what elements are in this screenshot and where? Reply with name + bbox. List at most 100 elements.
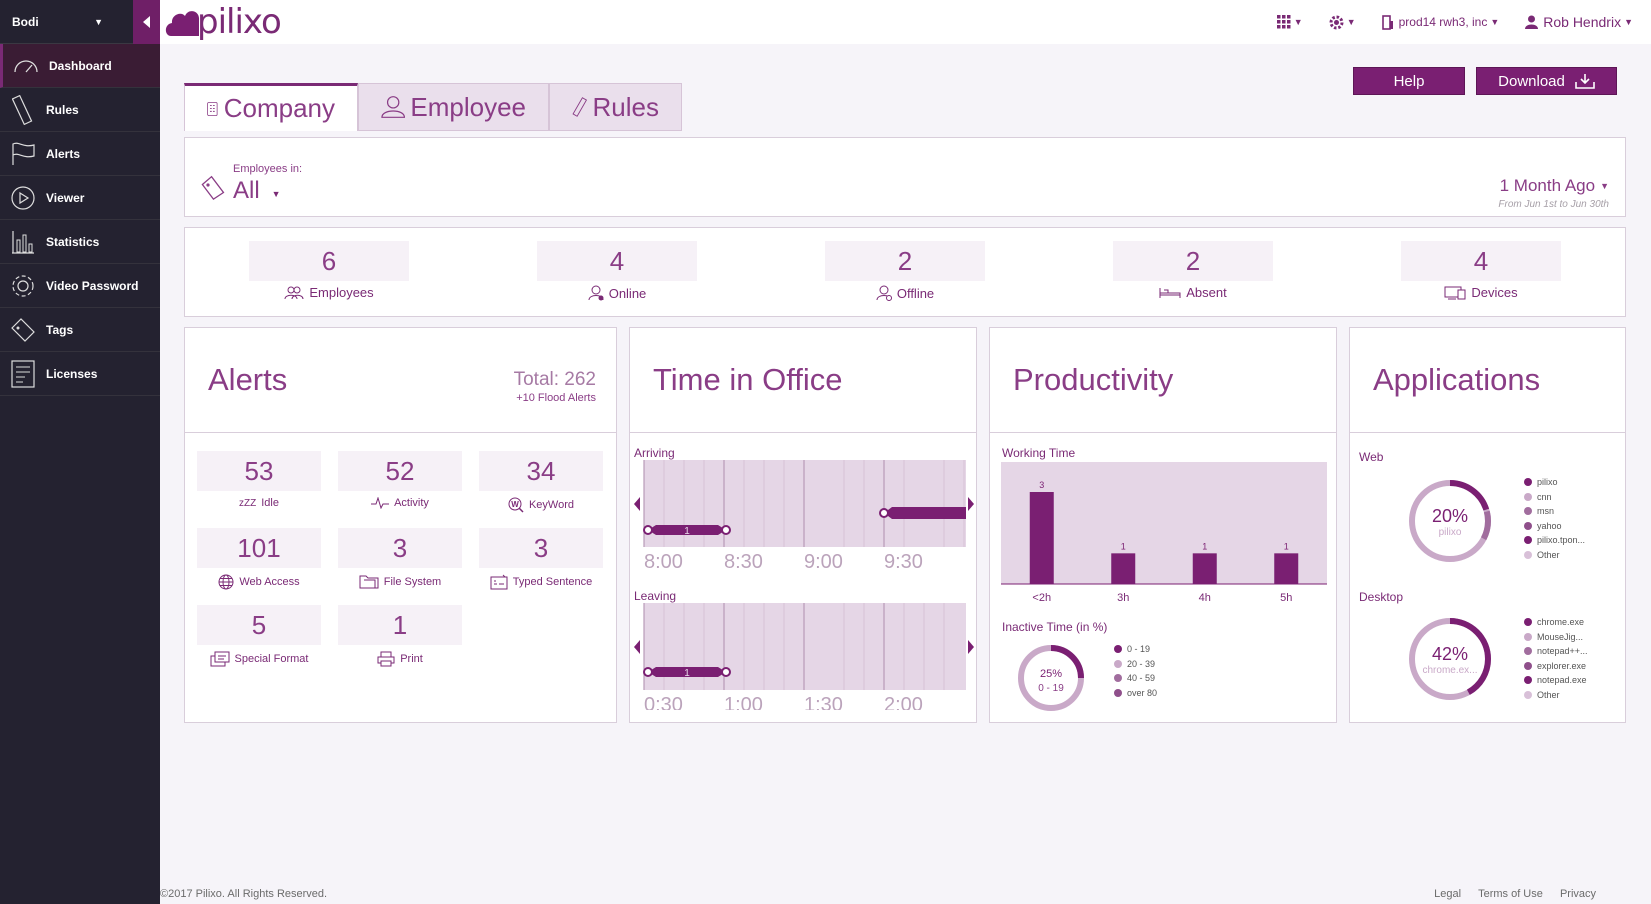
- company-menu[interactable]: prod14 rwh3, inc ▼: [1381, 14, 1499, 30]
- employee-group-value: All: [233, 177, 260, 204]
- alert-label: Idle: [261, 497, 279, 509]
- alert-typed-sentence[interactable]: 3 Typed Sentence: [479, 528, 603, 590]
- alert-idle[interactable]: 53 zZZ Idle: [197, 451, 321, 509]
- alert-label: Special Format: [234, 653, 309, 665]
- stat-online[interactable]: 4 Online: [537, 241, 697, 301]
- working-time-chart[interactable]: 3 <2h 1 3h 1 4h 1 5h: [1001, 462, 1327, 607]
- privacy-link[interactable]: Privacy: [1559, 888, 1596, 900]
- settings-menu[interactable]: ▼: [1329, 15, 1356, 30]
- stat-absent[interactable]: 2 Absent: [1113, 241, 1273, 300]
- category-label: 3h: [1117, 592, 1129, 604]
- sidebar-item-dashboard[interactable]: Dashboard: [0, 44, 160, 88]
- alerts-card-header: Alerts Total: 262 +10 Flood Alerts: [185, 328, 616, 433]
- group-icon: [284, 286, 304, 299]
- bar-value-label: 3: [1039, 480, 1044, 490]
- sidebar-item-label: Tags: [46, 322, 74, 337]
- sidebar-item-video-password[interactable]: Video Password: [0, 264, 160, 308]
- sidebar-item-viewer[interactable]: Viewer: [0, 176, 160, 220]
- desktop-apps-donut[interactable]: 42% chrome.ex...: [1407, 616, 1493, 702]
- alert-keyword[interactable]: 34 W KeyWord: [479, 451, 603, 513]
- download-icon: [1575, 74, 1595, 89]
- user-menu[interactable]: Rob Hendrix ▼: [1525, 14, 1633, 30]
- chevron-down-icon: ▼: [1600, 181, 1609, 191]
- legal-link[interactable]: Legal: [1434, 888, 1462, 900]
- sidebar-item-label: Rules: [46, 102, 79, 117]
- time-in-office-timelines[interactable]: 1 8:00 8:30 9:00 9:30 1 0:30 1:: [630, 460, 978, 710]
- arriving-count: 1: [684, 526, 690, 537]
- arrow-left-icon[interactable]: [634, 497, 640, 511]
- tab-label: Company: [223, 93, 335, 123]
- web-percent: 20%: [1432, 506, 1468, 526]
- bar-value-label: 1: [1121, 541, 1126, 551]
- sidebar-item-rules[interactable]: Rules: [0, 88, 160, 132]
- download-button-label: Download: [1498, 72, 1565, 90]
- devices-icon: [1444, 286, 1466, 299]
- alert-file-system[interactable]: 3 File System: [338, 528, 462, 589]
- summary-stats-panel: 6 Employees 4 Online 2 Offline 2 Absent …: [184, 227, 1626, 317]
- collapse-sidebar-button[interactable]: [133, 0, 160, 44]
- web-apps-donut[interactable]: 20% pilixo: [1407, 478, 1493, 564]
- sidebar-item-alerts[interactable]: Alerts: [0, 132, 160, 176]
- arriving-tick: 8:00: [644, 551, 683, 573]
- time-in-office-card: Time in Office Arriving Leaving 1 8:00 8…: [629, 327, 977, 723]
- arrow-right-icon[interactable]: [968, 497, 974, 511]
- stat-employees[interactable]: 6 Employees: [249, 241, 409, 300]
- desktop-label: Desktop: [1359, 590, 1404, 604]
- period-value: 1 Month Ago: [1499, 176, 1596, 195]
- play-icon: [0, 185, 46, 210]
- logo-text: pilixo: [197, 2, 282, 42]
- legend-item: MouseJig...: [1524, 630, 1588, 645]
- legend-item: 20 - 39: [1114, 657, 1157, 672]
- chart-background: [1001, 462, 1327, 584]
- arrow-right-icon[interactable]: [968, 640, 974, 654]
- leaving-label: Leaving: [634, 589, 677, 603]
- period-select[interactable]: 1 Month Ago ▼: [1500, 176, 1609, 196]
- leaving-timeline[interactable]: 1 0:30 1:00 1:30 2:00: [634, 603, 974, 710]
- flood-alerts[interactable]: +10 Flood Alerts: [516, 392, 596, 404]
- time-in-office-title: Time in Office: [653, 362, 843, 397]
- bar[interactable]: [1111, 553, 1136, 584]
- bar[interactable]: [1192, 553, 1217, 584]
- productivity-card: Productivity Working Time 3 <2h 1 3h 1 4h 1 5h …: [989, 327, 1337, 723]
- sidebar-item-label: Dashboard: [49, 58, 112, 73]
- sidebar-item-tags[interactable]: Tags: [0, 308, 160, 352]
- bar[interactable]: [1274, 553, 1299, 584]
- tab-employee[interactable]: Employee: [358, 83, 549, 131]
- stat-offline[interactable]: 2 Offline: [825, 241, 985, 301]
- chevron-down-icon: ▼: [94, 16, 103, 27]
- applications-card: Applications Web 20% pilixo pilixo cnn m…: [1349, 327, 1626, 723]
- arrow-left-icon[interactable]: [634, 640, 640, 654]
- pulse-icon: [371, 497, 390, 509]
- cloud-logo-icon: [165, 11, 200, 37]
- grid-icon: [1276, 15, 1291, 29]
- footer: ©2017 Pilixo. All Rights Reserved. Legal…: [160, 884, 1651, 904]
- tab-company[interactable]: Company: [184, 83, 358, 131]
- terms-link[interactable]: Terms of Use: [1478, 888, 1543, 900]
- alert-activity[interactable]: 52 Activity: [338, 451, 462, 509]
- person-icon: [1525, 15, 1539, 29]
- inactive-time-donut[interactable]: 25% 0 - 19: [1016, 643, 1086, 713]
- sidebar-item-statistics[interactable]: Statistics: [0, 220, 160, 264]
- arriving-timeline[interactable]: 1 8:00 8:30 9:00 9:30: [634, 460, 974, 573]
- chevron-left-icon: [142, 15, 150, 28]
- user-switcher[interactable]: Bodi ▼: [0, 15, 133, 29]
- alert-print[interactable]: 1 Print: [338, 605, 462, 667]
- alert-special-format[interactable]: 5 Special Format: [197, 605, 321, 667]
- alert-value: 5: [197, 605, 321, 645]
- pilixo-logo[interactable]: pilixo: [165, 2, 282, 42]
- employee-group-select[interactable]: All ▼: [233, 177, 281, 205]
- stat-devices[interactable]: 4 Devices: [1401, 241, 1561, 300]
- legend-item: notepad++...: [1524, 644, 1588, 659]
- download-button[interactable]: Download: [1476, 67, 1617, 95]
- alert-web-access[interactable]: 101 Web Access: [197, 528, 321, 590]
- inactive-range: 0 - 19: [1038, 683, 1064, 694]
- alert-value: 52: [338, 451, 462, 491]
- help-button[interactable]: Help: [1353, 67, 1465, 95]
- building-icon: [207, 101, 218, 116]
- stat-value: 4: [537, 241, 697, 281]
- apps-menu[interactable]: ▼: [1276, 15, 1303, 29]
- bar[interactable]: [1029, 492, 1054, 584]
- applications-header: Applications: [1350, 328, 1625, 433]
- sidebar-item-licenses[interactable]: Licenses: [0, 352, 160, 396]
- tab-rules[interactable]: Rules: [549, 83, 682, 131]
